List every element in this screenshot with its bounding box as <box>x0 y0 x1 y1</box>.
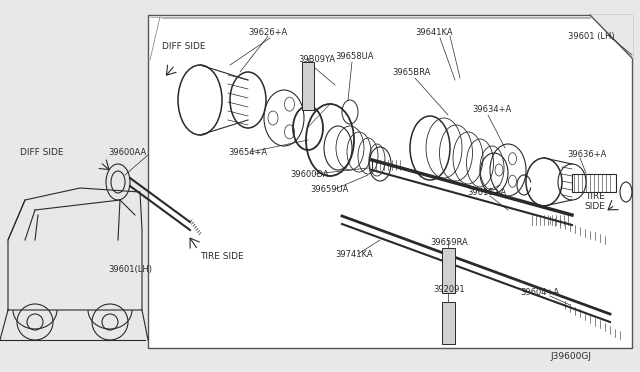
Text: 39B09YA: 39B09YA <box>298 55 335 64</box>
Text: 39659RA: 39659RA <box>430 238 468 247</box>
Text: 39600AA: 39600AA <box>108 148 147 157</box>
Text: DIFF SIDE: DIFF SIDE <box>20 148 63 157</box>
Bar <box>302 62 314 110</box>
Text: 39641KA: 39641KA <box>415 28 452 37</box>
Text: 39601(LH): 39601(LH) <box>108 265 152 274</box>
Text: 39659UA: 39659UA <box>310 185 348 194</box>
Text: TIRE SIDE: TIRE SIDE <box>200 252 244 261</box>
Polygon shape <box>590 15 632 58</box>
Text: 39741KA: 39741KA <box>335 250 372 259</box>
Text: 39636+A: 39636+A <box>567 150 606 159</box>
Text: 39611+A: 39611+A <box>467 188 506 197</box>
Text: 39604+A: 39604+A <box>520 288 559 297</box>
Bar <box>442 302 455 344</box>
Text: 3965BRA: 3965BRA <box>392 68 430 77</box>
Text: 39634+A: 39634+A <box>472 105 511 114</box>
Text: 39601 (LH): 39601 (LH) <box>568 32 614 41</box>
Bar <box>572 174 616 192</box>
Text: DIFF SIDE: DIFF SIDE <box>162 42 205 51</box>
Text: 392091: 392091 <box>433 285 465 294</box>
Text: 39658UA: 39658UA <box>335 52 374 61</box>
Bar <box>442 248 455 293</box>
Bar <box>148 15 632 348</box>
Text: 39600DA: 39600DA <box>290 170 328 179</box>
Text: 39654+A: 39654+A <box>228 148 267 157</box>
Text: J39600GJ: J39600GJ <box>550 352 591 361</box>
Text: 39626+A: 39626+A <box>248 28 287 37</box>
Text: TIRE
SIDE: TIRE SIDE <box>584 192 605 211</box>
